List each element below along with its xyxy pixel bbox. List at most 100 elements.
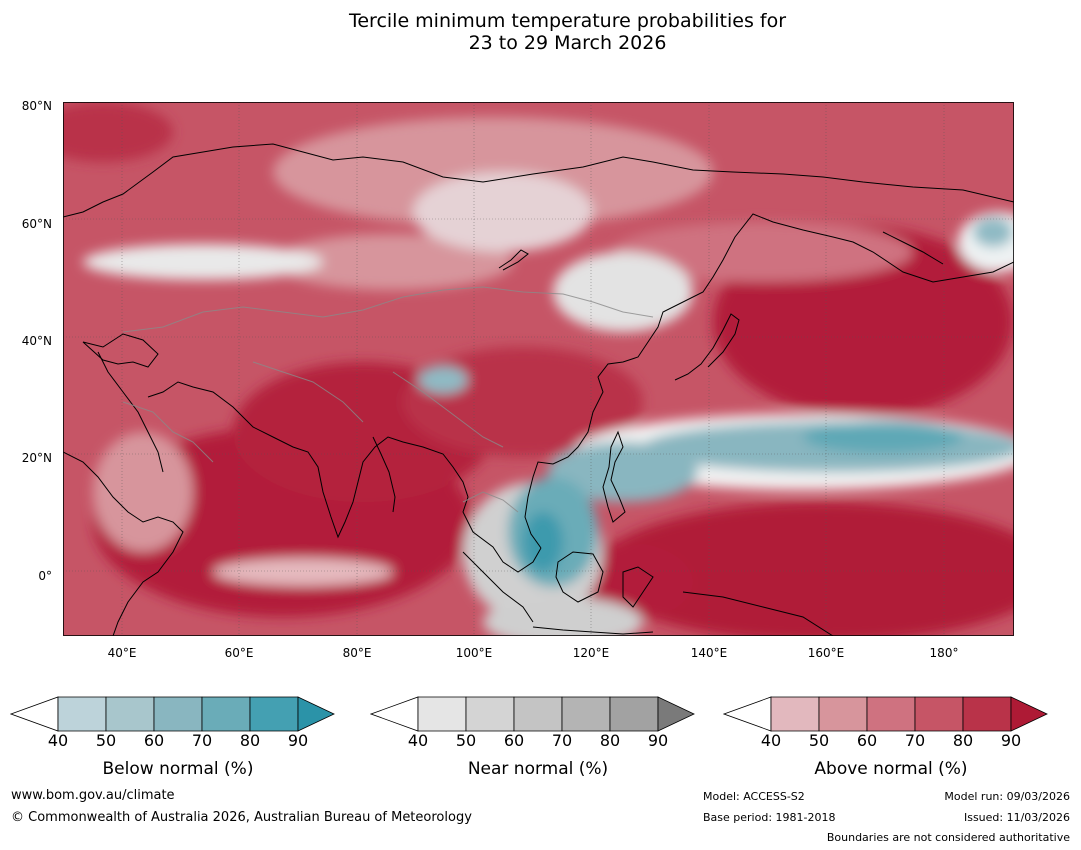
lat-label-80n: 80°N	[21, 99, 52, 113]
lon-label-40e: 40°E	[107, 646, 137, 660]
tick-label: 90	[647, 731, 669, 750]
black-caspian-coast	[82, 333, 159, 368]
arctic-coast	[63, 143, 1014, 218]
colorbar-segment	[153, 696, 203, 732]
map-canvas	[63, 102, 1014, 636]
colorbar-near-normal-label: Near normal (%)	[467, 759, 609, 779]
tick-label: 90	[1000, 731, 1022, 750]
sumatra-coast	[462, 551, 534, 623]
africa-arabia-coast	[63, 451, 184, 636]
tick-label: 80	[239, 731, 261, 750]
bay-of-bengal-coast	[372, 436, 396, 513]
colorbar-segment	[866, 696, 916, 732]
boundary-indochina	[462, 491, 519, 513]
colorbar-segment	[513, 696, 563, 732]
colorbar-segment	[465, 696, 515, 732]
colorbar-segment	[249, 696, 299, 732]
philippines-coast	[602, 430, 626, 523]
colorbar-segment	[561, 696, 611, 732]
colorbar-under-triangle	[370, 696, 419, 732]
tick-label: 70	[904, 731, 926, 750]
near-normal-west-band	[83, 244, 323, 280]
title-line-2: 23 to 29 March 2026	[468, 32, 667, 54]
lat-label-0: 0°	[38, 569, 52, 583]
map-frame	[63, 102, 1014, 636]
boundary-russia-south	[122, 286, 654, 333]
colorbar-over-triangle	[1010, 696, 1048, 732]
new-guinea-coast	[682, 591, 834, 636]
tick-label: 60	[503, 731, 525, 750]
bom-url[interactable]: www.bom.gov.au/climate	[11, 788, 175, 803]
colorbar-under-triangle	[723, 696, 772, 732]
tick-label: 40	[760, 731, 782, 750]
boundary-south-asia	[252, 361, 364, 423]
lon-label-120e: 120°E	[572, 646, 610, 660]
borneo-coast	[555, 551, 604, 603]
tick-label: 50	[808, 731, 830, 750]
colorbar-over-triangle	[297, 696, 335, 732]
boundary-china-south	[392, 371, 504, 448]
tick-label: 50	[95, 731, 117, 750]
tick-label: 70	[551, 731, 573, 750]
below-normal-tibet	[418, 366, 468, 394]
base-period: Base period: 1981-2018	[703, 811, 836, 824]
colorbar-segment	[609, 696, 659, 732]
above-normal-arabia-weak	[93, 432, 193, 552]
near-normal-mongolia	[553, 252, 693, 332]
colorbar-segment	[770, 696, 820, 732]
kamchatka-coast	[882, 231, 944, 265]
tick-label: 40	[47, 731, 69, 750]
lon-label-60e: 60°E	[224, 646, 254, 660]
colorbar-below-normal	[10, 696, 348, 732]
country-boundaries	[122, 286, 654, 513]
colorbar-near-normal	[370, 696, 708, 732]
tick-label: 60	[856, 731, 878, 750]
sulawesi-coast	[622, 566, 654, 608]
lon-label-100e: 100°E	[455, 646, 493, 660]
below-normal-philippine-sea	[548, 442, 698, 502]
model-run: Model run: 09/03/2026	[944, 790, 1070, 803]
neutral-siberia	[413, 172, 593, 252]
tick-label: 80	[599, 731, 621, 750]
tick-label: 60	[143, 731, 165, 750]
above-normal-siberia-weak	[273, 117, 713, 227]
colorbar-segment	[105, 696, 155, 732]
colorbar-above-normal-label: Above normal (%)	[814, 759, 968, 779]
lake-baikal	[498, 249, 529, 271]
java-coast	[532, 626, 654, 635]
colorbar-over-triangle	[657, 696, 695, 732]
lat-label-20n: 20°N	[21, 451, 52, 465]
above-normal-equatorial-pacific	[593, 502, 1014, 636]
chart-title: Tercile minimum temperature probabilitie…	[0, 10, 1081, 54]
boundaries-disclaimer: Boundaries are not considered authoritat…	[826, 831, 1070, 844]
tick-label: 70	[191, 731, 213, 750]
colorbar-segment	[57, 696, 107, 732]
colorbar-above-normal-swatches	[723, 696, 1048, 732]
issued-date: Issued: 11/03/2026	[963, 811, 1070, 824]
boundary-arabia	[122, 401, 214, 463]
lat-label-60n: 60°N	[21, 217, 52, 231]
probability-map	[63, 102, 1014, 636]
colorbar-near-normal-swatches	[370, 696, 695, 732]
tick-label: 90	[287, 731, 309, 750]
below-normal-pacific-core	[803, 421, 963, 453]
colorbar-segment	[962, 696, 1012, 732]
south-asia-coast	[147, 381, 542, 573]
colorbar-segment	[914, 696, 964, 732]
tick-label: 80	[952, 731, 974, 750]
coastlines	[63, 143, 1014, 636]
above-normal-weak-indian-ocean	[213, 558, 393, 586]
tick-label: 50	[455, 731, 477, 750]
tick-label: 40	[407, 731, 429, 750]
lon-label-80e: 80°E	[342, 646, 372, 660]
copyright: © Commonwealth of Australia 2026, Austra…	[11, 810, 472, 825]
above-normal-central-weak	[273, 234, 513, 290]
colorbar-below-normal-swatches	[10, 696, 335, 732]
east-asia-coast	[524, 213, 1014, 549]
red-sea-coast	[97, 351, 164, 473]
model-name: Model: ACCESS-S2	[703, 790, 805, 803]
graticule	[63, 102, 1014, 636]
colorbar-segment	[818, 696, 868, 732]
colorbar-under-triangle	[10, 696, 59, 732]
above-normal-arctic	[63, 102, 173, 162]
